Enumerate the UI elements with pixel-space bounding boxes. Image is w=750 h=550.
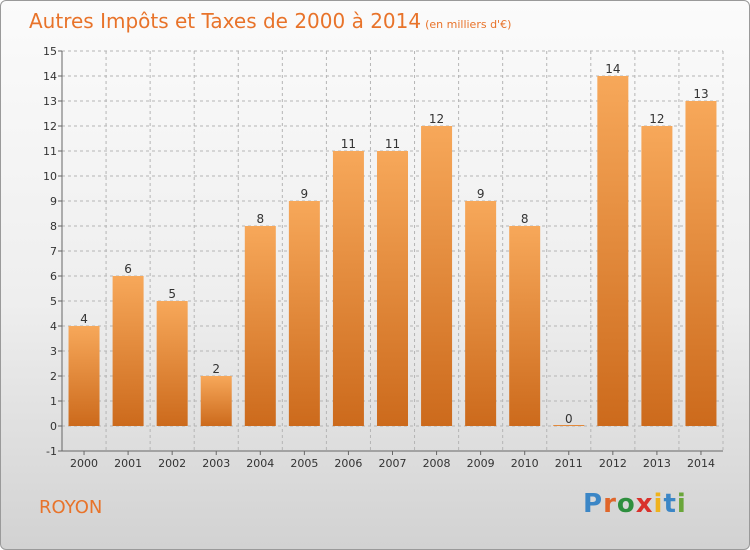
data-label: 11 (341, 137, 356, 151)
x-tick-label: 2013 (643, 457, 671, 470)
y-tick-label: 8 (50, 220, 57, 233)
x-tick-label: 2011 (555, 457, 583, 470)
y-tick-label: 12 (43, 120, 57, 133)
data-label: 2 (212, 362, 220, 376)
y-tick-label: 6 (50, 270, 57, 283)
y-tick-label: 11 (43, 145, 57, 158)
data-label: 4 (80, 312, 88, 326)
bar (156, 301, 188, 426)
data-label: 8 (521, 212, 529, 226)
y-tick-label: 3 (50, 345, 57, 358)
bar (421, 126, 453, 426)
x-tick-label: 2009 (467, 457, 495, 470)
x-tick-label: 2010 (511, 457, 539, 470)
y-tick-label: 1 (50, 395, 57, 408)
y-tick-label: 0 (50, 420, 57, 433)
y-tick-label: 10 (43, 170, 57, 183)
y-tick-label: -1 (46, 445, 57, 458)
data-label: 5 (168, 287, 176, 301)
x-tick-label: 2014 (687, 457, 715, 470)
data-label: 8 (256, 212, 264, 226)
x-tick-label: 2005 (290, 457, 318, 470)
y-tick-label: 9 (50, 195, 57, 208)
place-name: ROYON (39, 497, 103, 518)
data-label: 9 (301, 187, 309, 201)
bar (465, 201, 497, 426)
data-label: 13 (693, 87, 708, 101)
chart-subtitle: (en milliers d'€) (425, 18, 512, 31)
data-label: 14 (605, 62, 620, 76)
bar (377, 151, 408, 426)
bar (509, 226, 541, 426)
data-label: 12 (649, 112, 664, 126)
x-tick-label: 2012 (599, 457, 627, 470)
x-tick-label: 2007 (379, 457, 407, 470)
y-tick-label: 14 (43, 70, 57, 83)
y-tick-label: 4 (50, 320, 57, 333)
data-label: 11 (385, 137, 400, 151)
chart-title: Autres Impôts et Taxes de 2000 à 2014 (en… (29, 9, 511, 33)
x-tick-label: 2004 (246, 457, 274, 470)
y-tick-label: 7 (50, 245, 57, 258)
x-tick-label: 2006 (334, 457, 362, 470)
bar (641, 126, 673, 426)
bar (112, 276, 144, 426)
data-label: 12 (429, 112, 444, 126)
data-labels: 4 6 5 2 8 9 11 11 12 9 8 0 14 12 13 (80, 62, 708, 426)
y-tick-label: 15 (43, 45, 57, 58)
y-tick-label: 2 (50, 370, 57, 383)
x-tick-label: 2002 (158, 457, 186, 470)
data-label: 6 (124, 262, 132, 276)
bar (68, 326, 100, 426)
proxiti-logo[interactable]: Proxiti (583, 489, 687, 519)
data-label: 0 (565, 412, 573, 426)
bar (200, 376, 232, 426)
x-tick-label: 2008 (423, 457, 451, 470)
chart-title-text: Autres Impôts et Taxes de 2000 à 2014 (29, 9, 422, 33)
bar (244, 226, 276, 426)
y-tick-label: 5 (50, 295, 57, 308)
bar (553, 425, 585, 426)
bar (332, 151, 364, 426)
x-tick-label: 2000 (70, 457, 98, 470)
data-label: 9 (477, 187, 485, 201)
x-tick-label: 2003 (202, 457, 230, 470)
x-tick-label: 2001 (114, 457, 142, 470)
bar (597, 76, 629, 426)
bar (685, 101, 717, 426)
y-tick-label: 13 (43, 95, 57, 108)
bar (288, 201, 320, 426)
bars (68, 76, 717, 426)
